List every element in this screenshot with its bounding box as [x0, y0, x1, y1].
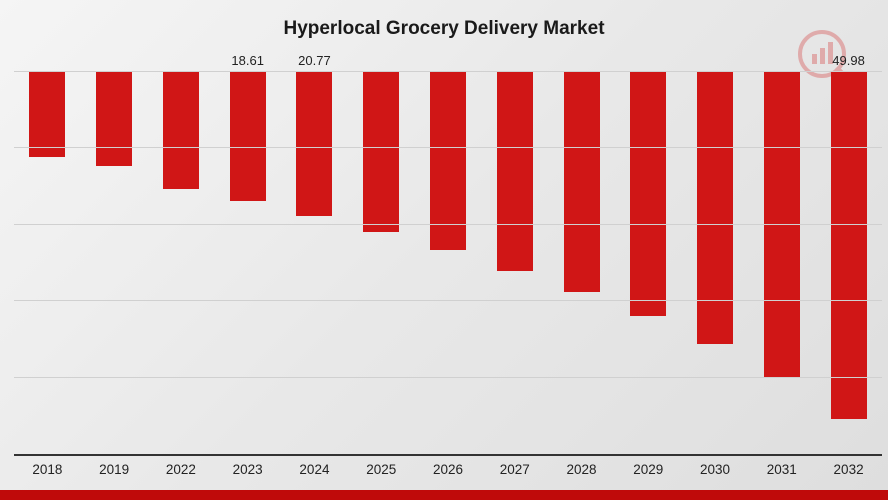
bar	[697, 72, 733, 344]
gridline	[14, 224, 882, 225]
chart-container: Hyperlocal Grocery Delivery Market 18.61…	[0, 0, 888, 500]
x-tick-label: 2030	[682, 456, 749, 484]
x-tick-label: 2026	[415, 456, 482, 484]
bar-slot	[348, 72, 415, 454]
x-tick-label: 2032	[815, 456, 882, 484]
chart-title: Hyperlocal Grocery Delivery Market	[0, 0, 888, 40]
bar-slot	[415, 72, 482, 454]
x-tick-label: 2025	[348, 456, 415, 484]
gridline	[14, 300, 882, 301]
bar-slot: 49.98	[815, 72, 882, 454]
x-tick-label: 2027	[481, 456, 548, 484]
footer-accent-bar	[0, 490, 888, 500]
x-tick-label: 2019	[81, 456, 148, 484]
x-tick-label: 2023	[214, 456, 281, 484]
bar	[163, 72, 199, 189]
bars-group: 18.61 20.77 49.98	[14, 72, 882, 454]
bar-value-label: 49.98	[832, 53, 865, 72]
x-tick-label: 2018	[14, 456, 81, 484]
bar	[564, 72, 600, 292]
bar	[29, 72, 65, 157]
bar-slot	[682, 72, 749, 454]
x-axis: 2018201920222023202420252026202720282029…	[14, 456, 882, 484]
x-tick-label: 2024	[281, 456, 348, 484]
bar: 20.77	[296, 72, 332, 216]
gridline	[14, 377, 882, 378]
bar-slot	[615, 72, 682, 454]
bar-slot	[748, 72, 815, 454]
bar-value-label: 18.61	[231, 53, 264, 72]
bar	[363, 72, 399, 232]
bar-slot	[81, 72, 148, 454]
bar-slot	[148, 72, 215, 454]
bar	[96, 72, 132, 166]
bar-slot: 20.77	[281, 72, 348, 454]
chart-plot-area: 18.61 20.77 49.98	[14, 72, 882, 454]
x-tick-label: 2031	[748, 456, 815, 484]
bar	[630, 72, 666, 316]
bar-slot	[548, 72, 615, 454]
bar: 18.61	[230, 72, 266, 201]
bar-value-label: 20.77	[298, 53, 331, 72]
bar	[497, 72, 533, 271]
gridline	[14, 147, 882, 148]
bar-slot	[481, 72, 548, 454]
x-tick-label: 2029	[615, 456, 682, 484]
x-tick-label: 2022	[148, 456, 215, 484]
bar-slot: 18.61	[214, 72, 281, 454]
bar-slot	[14, 72, 81, 454]
x-tick-label: 2028	[548, 456, 615, 484]
gridline	[14, 71, 882, 72]
bar: 49.98	[831, 72, 867, 419]
